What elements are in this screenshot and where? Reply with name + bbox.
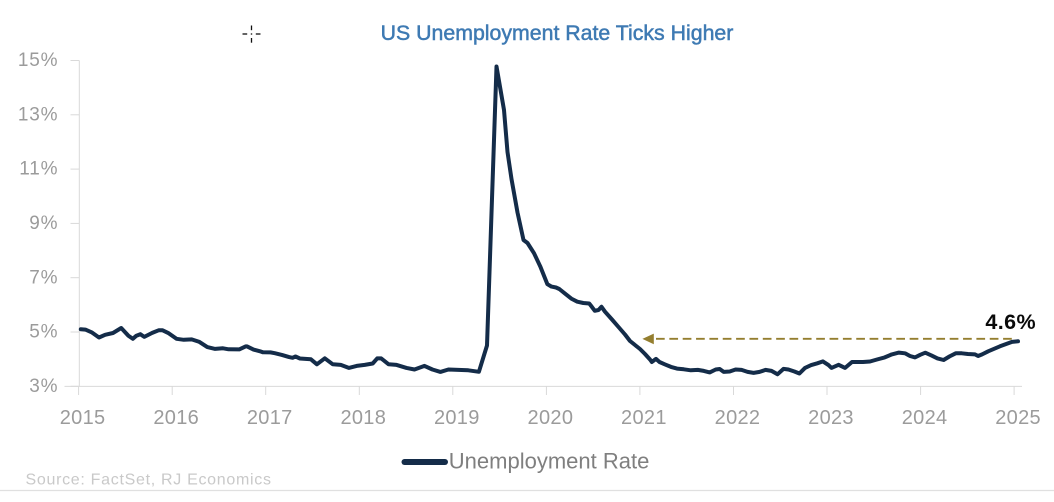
svg-text:13%: 13% (18, 104, 58, 125)
svg-text:5%: 5% (29, 322, 58, 343)
svg-text:Unemployment Rate: Unemployment Rate (449, 449, 650, 474)
svg-text:2025: 2025 (995, 407, 1041, 429)
svg-text:2024: 2024 (902, 407, 948, 429)
svg-text:2018: 2018 (340, 407, 386, 429)
svg-text:11%: 11% (19, 159, 58, 180)
svg-text:2017: 2017 (247, 407, 293, 429)
svg-text:2020: 2020 (528, 407, 574, 429)
svg-text:2022: 2022 (715, 407, 761, 429)
svg-text:2019: 2019 (434, 407, 480, 429)
svg-text:Source: FactSet, RJ Economics: Source: FactSet, RJ Economics (26, 472, 272, 489)
svg-text:15%: 15% (18, 50, 58, 71)
svg-text:2016: 2016 (153, 407, 199, 429)
svg-text:7%: 7% (29, 267, 58, 288)
svg-text:2021: 2021 (621, 407, 667, 429)
svg-text:2015: 2015 (60, 407, 106, 429)
svg-text:4.6%: 4.6% (985, 310, 1036, 334)
svg-text:3%: 3% (29, 376, 58, 397)
svg-text:2023: 2023 (808, 407, 854, 429)
svg-text:US Unemployment Rate Ticks Hig: US Unemployment Rate Ticks Higher (381, 21, 734, 45)
svg-text:9%: 9% (29, 213, 58, 234)
